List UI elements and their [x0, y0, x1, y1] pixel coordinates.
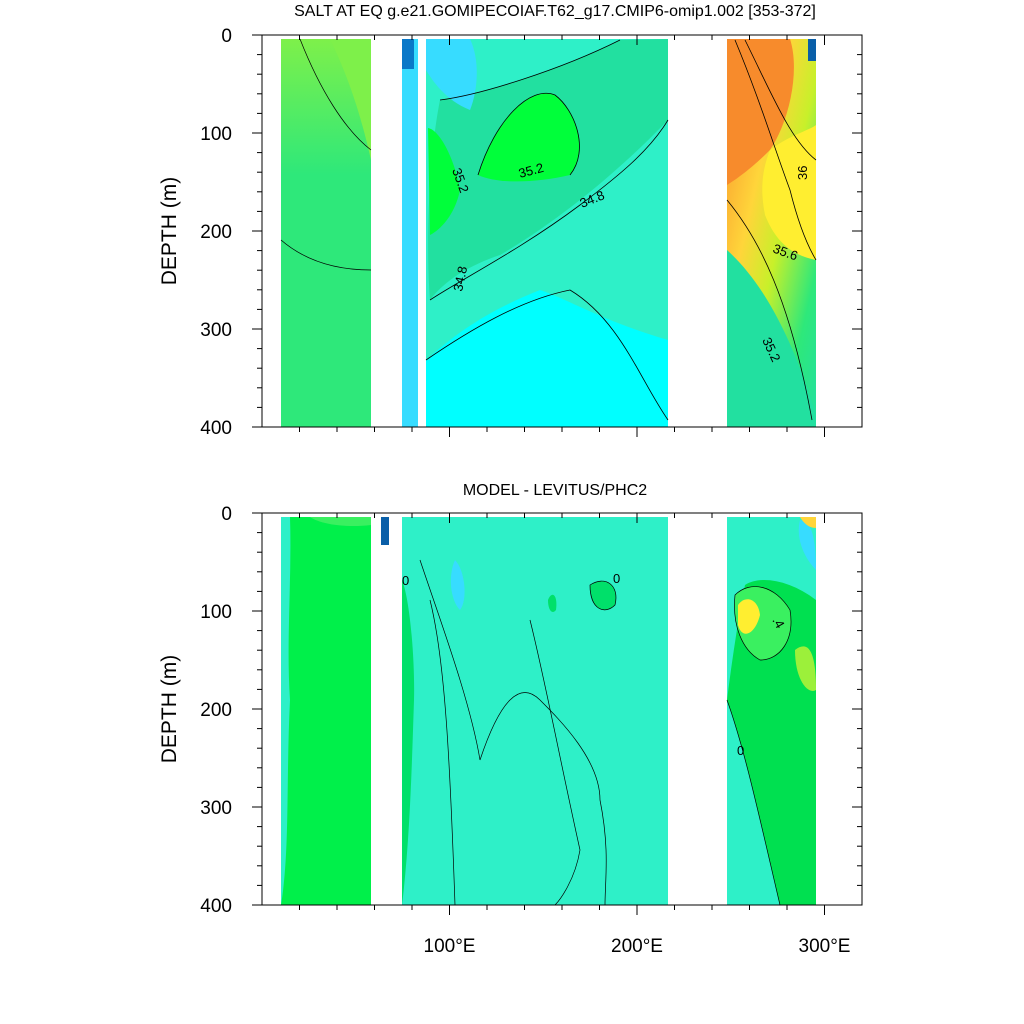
- contour-east-1: [734, 39, 817, 261]
- y-tick-label: 200: [200, 700, 232, 721]
- contour-central-4: [439, 39, 621, 101]
- region-east-yellow: [762, 125, 816, 260]
- contour-label: 35.2: [517, 160, 545, 181]
- difference-field: [281, 517, 816, 906]
- region-strip: [402, 39, 418, 427]
- diff-central-blob-2: [590, 581, 616, 610]
- contour-label: 36: [795, 166, 810, 180]
- region-central-core: [428, 128, 460, 235]
- contour-east-3: [744, 39, 817, 161]
- diff-east-contour-2: [734, 586, 792, 661]
- y-tick-label: 200: [200, 222, 232, 243]
- y-tick-label: 0: [221, 26, 232, 47]
- diff-contour-3: [529, 619, 581, 906]
- diff-contour-1: [419, 559, 607, 906]
- x-tick-label: 300°E: [799, 936, 851, 957]
- region-strip-fresh: [402, 39, 414, 69]
- region-central-core-2: [478, 93, 580, 182]
- contour-label: 0: [613, 571, 620, 586]
- diff-west-top: [310, 517, 371, 527]
- x-tick-label: 200°E: [611, 936, 663, 957]
- region-east-core: [727, 39, 794, 185]
- contour-label: 0: [402, 573, 409, 588]
- contour-west: [280, 239, 372, 271]
- contour-label: 0: [737, 743, 744, 758]
- salinity-field: [280, 38, 817, 427]
- diff-central-blob-3: [548, 594, 557, 612]
- panel-salinity: SALT AT EQ g.e21.GOMIPECOIAF.T62_g17.CMI…: [158, 3, 863, 439]
- y-tick-label: 100: [200, 124, 232, 145]
- diff-east-contour: [726, 699, 781, 906]
- contour-central-3: [477, 93, 580, 176]
- panel-2-title: MODEL - LEVITUS/PHC2: [463, 482, 647, 499]
- diff-strip-small: [381, 517, 389, 545]
- panel-1-title: SALT AT EQ g.e21.GOMIPECOIAF.T62_g17.CMI…: [294, 3, 816, 20]
- region-west-high: [281, 39, 371, 160]
- contour-central-1: [429, 119, 669, 301]
- diff-east-edge: [727, 700, 780, 905]
- region-east-fresh: [808, 39, 816, 61]
- diff-west-edge: [281, 517, 291, 905]
- contour-central-2: [425, 289, 669, 421]
- diff-east-cyan: [727, 517, 816, 700]
- diff-east-fresh: [798, 520, 816, 570]
- contour-west-2: [299, 38, 372, 151]
- diff-east-core: [738, 599, 760, 634]
- diff-central-blob-1: [450, 560, 465, 610]
- contour-label: 34.8: [450, 265, 470, 293]
- region-fresh-top: [426, 39, 477, 110]
- diff-east-blob: [795, 646, 816, 691]
- y-tick-label: 300: [200, 320, 232, 341]
- panel-1-ylabel: DEPTH (m): [158, 177, 181, 286]
- panel-1-ticks: 0 100 200 300 400: [200, 26, 862, 439]
- contour-east-2: [726, 199, 813, 421]
- y-tick-label: 0: [221, 504, 232, 525]
- diff-central-green: [402, 580, 415, 905]
- diff-east-top: [800, 517, 816, 528]
- panel-2-ticks: 100°E 200°E 300°E 0 100 200 300 400: [200, 504, 862, 957]
- x-tick-label: 100°E: [424, 936, 476, 957]
- region-east-deep: [727, 250, 816, 427]
- y-tick-label: 300: [200, 798, 232, 819]
- diff-central-basin: [402, 517, 668, 905]
- panel-2-ylabel: DEPTH (m): [158, 655, 181, 764]
- y-tick-label: 100: [200, 602, 232, 623]
- y-tick-label: 400: [200, 896, 232, 917]
- panel-difference: MODEL - LEVITUS/PHC2: [158, 482, 863, 957]
- y-tick-label: 400: [200, 418, 232, 439]
- diff-contour-2: [429, 599, 456, 906]
- diff-west-basin: [281, 517, 371, 905]
